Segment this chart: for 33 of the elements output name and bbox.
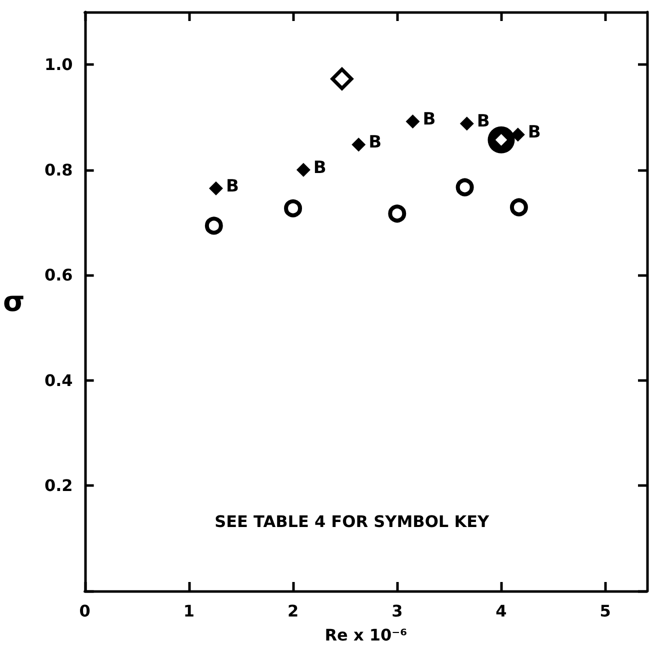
y-tick-label: 0.8 <box>44 160 73 180</box>
x-axis-title: Re x 10⁻⁶ <box>324 626 408 644</box>
annotation: B <box>226 176 239 196</box>
point <box>330 68 354 90</box>
point <box>510 198 528 216</box>
x-tick-label: 3 <box>392 602 403 620</box>
point <box>406 114 420 128</box>
x-tick-label: 0 <box>79 602 90 620</box>
point <box>284 199 302 218</box>
x-tick-label: 1 <box>183 602 194 620</box>
x-tick-label: 5 <box>600 602 611 620</box>
point <box>510 128 525 142</box>
annotation: B <box>528 122 541 143</box>
point <box>208 181 223 196</box>
point <box>388 204 406 223</box>
y-tick-label: 0.2 <box>44 476 73 496</box>
point <box>488 126 515 154</box>
y-tick-label: 0.6 <box>44 266 73 285</box>
y-axis-title: σ <box>2 285 25 318</box>
y-tick-label: 1.0 <box>44 55 73 74</box>
annotation: B <box>422 109 436 130</box>
point <box>296 162 310 177</box>
x-tick-label: 4 <box>496 602 507 620</box>
x-tick-label: 2 <box>287 602 299 620</box>
point <box>460 116 474 131</box>
annotation: B <box>368 132 382 153</box>
annotation: B <box>313 158 326 178</box>
annotation: B <box>476 112 490 132</box>
point <box>456 178 474 196</box>
annotation: SEE TABLE 4 FOR SYMBOL KEY <box>214 512 490 532</box>
y-tick-label: 0.4 <box>44 370 73 390</box>
point <box>352 138 366 152</box>
point <box>204 216 223 235</box>
